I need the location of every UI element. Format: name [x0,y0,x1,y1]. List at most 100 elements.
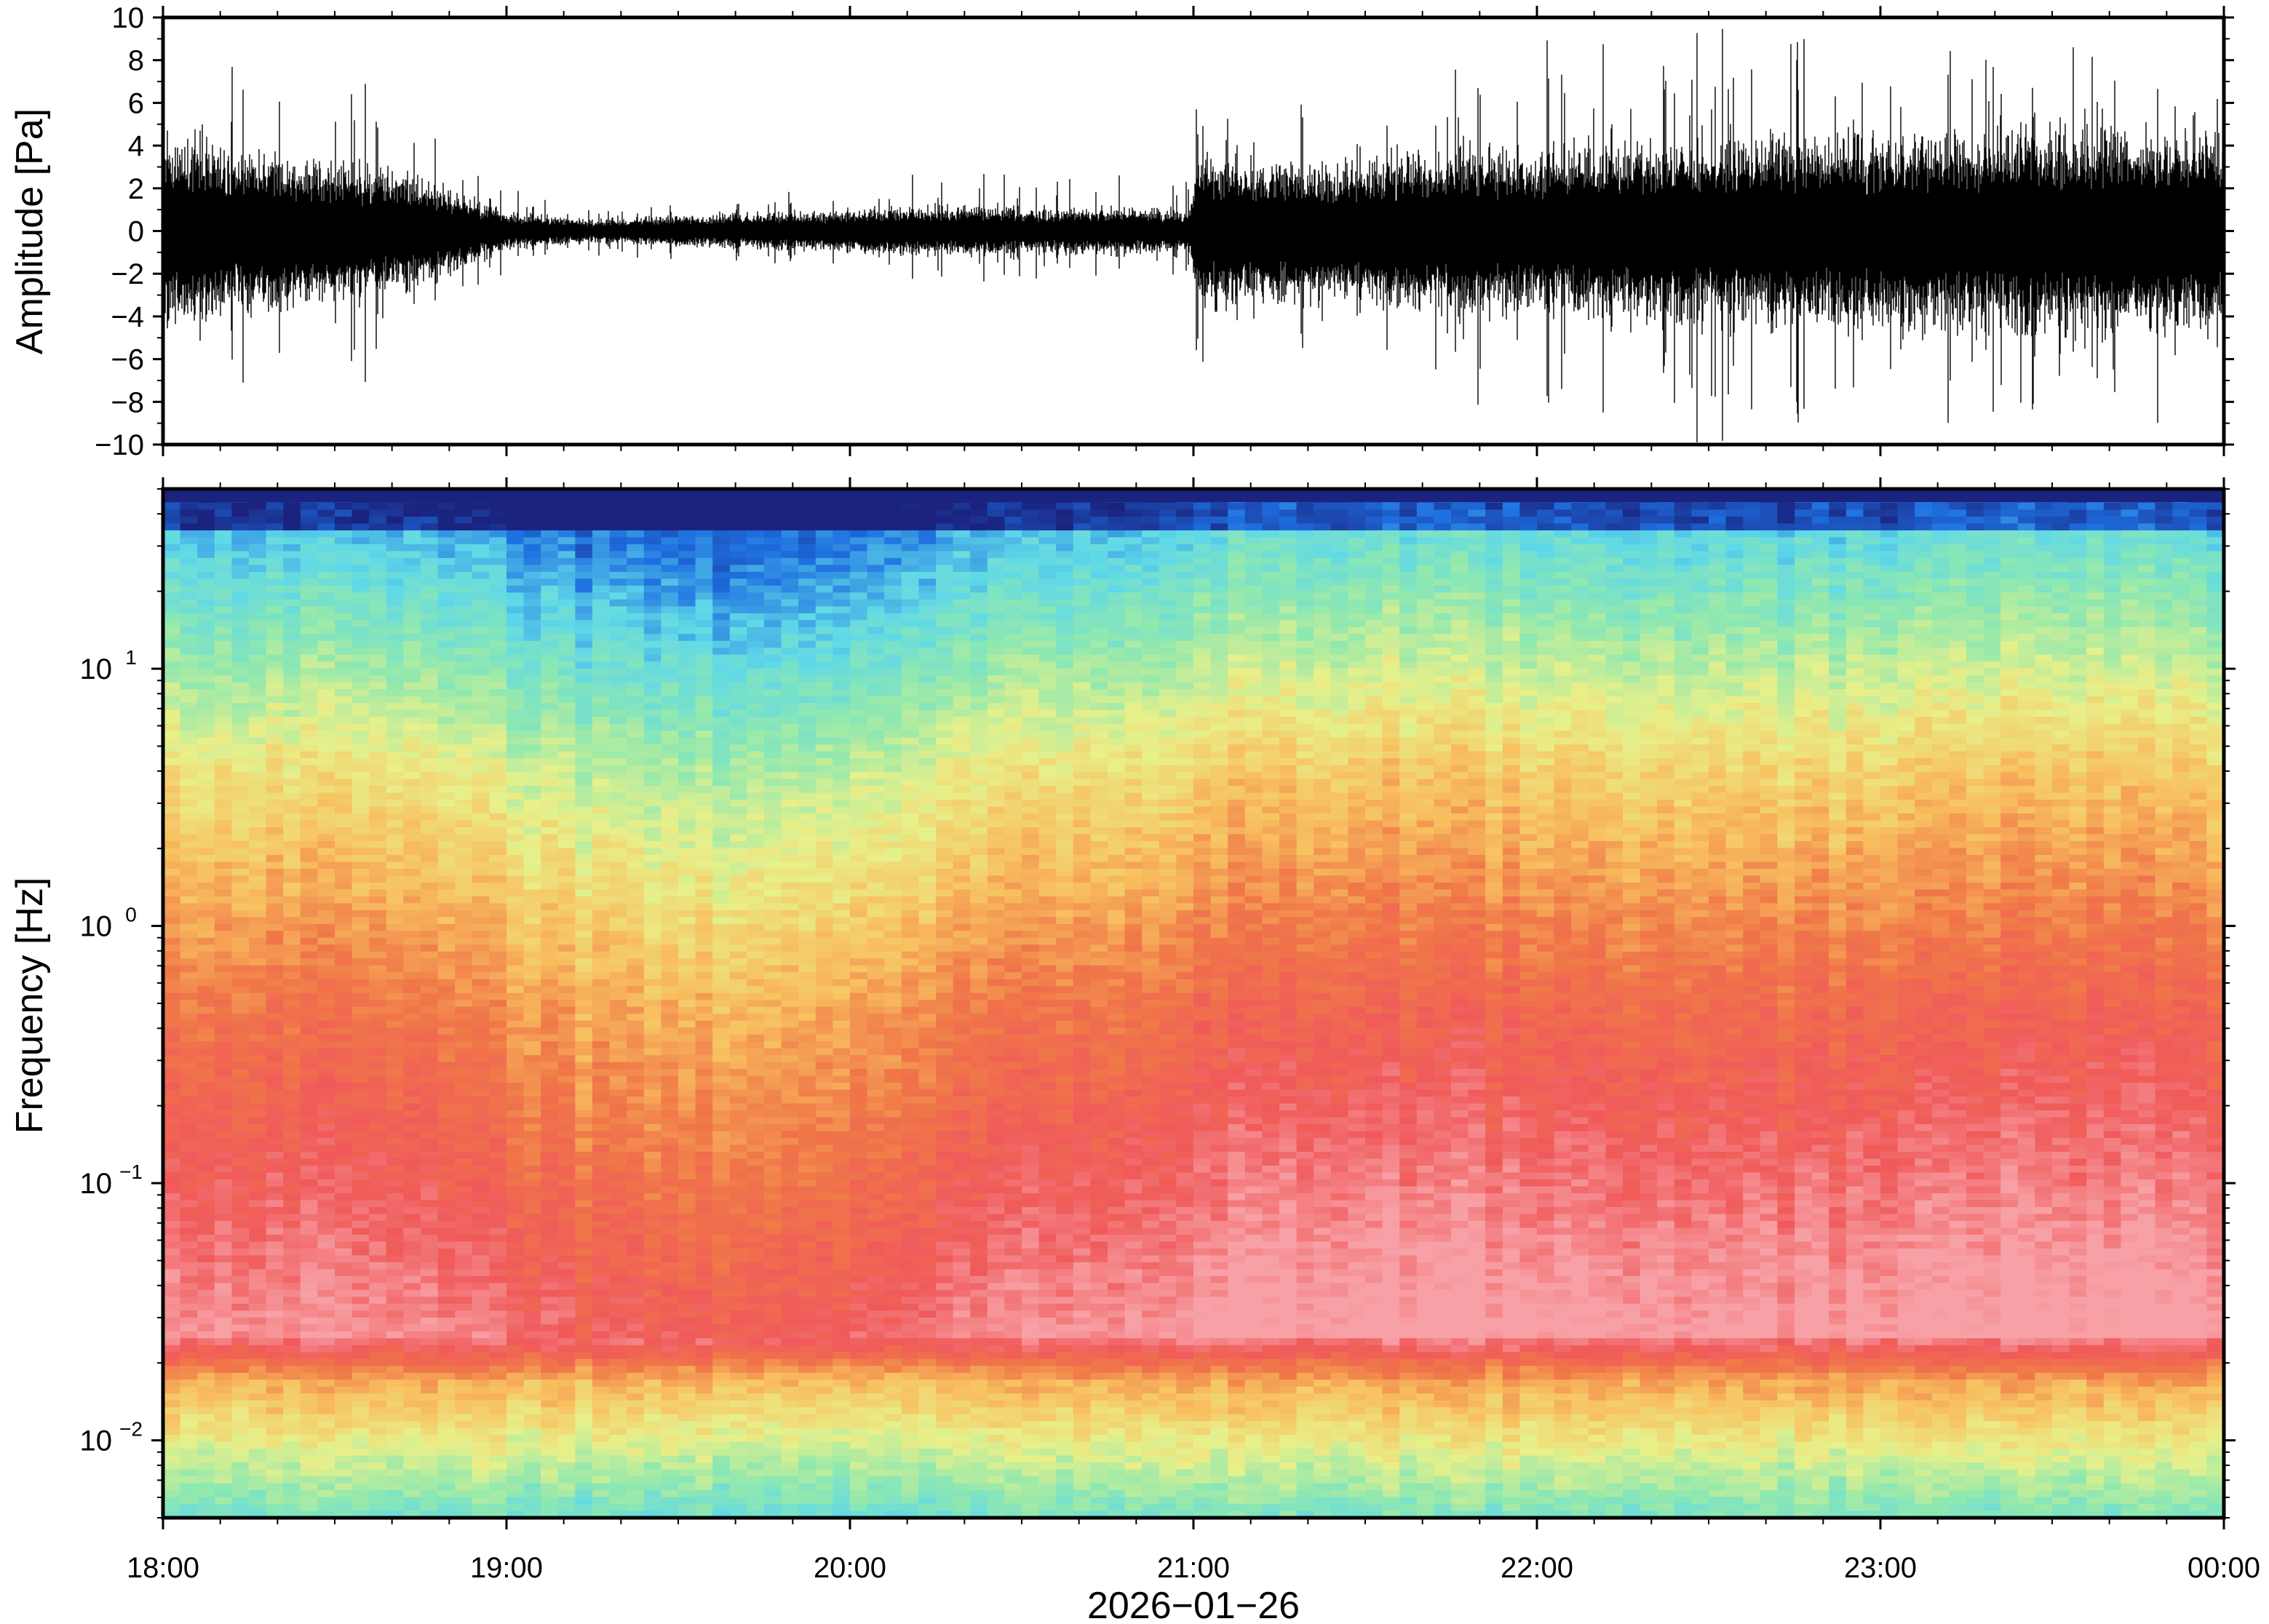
spectrogram-cell [643,668,661,676]
spectrogram-cell [300,1303,318,1311]
spectrogram-cell [661,917,679,925]
spectrogram-cell [592,565,611,573]
spectrogram-cell [557,537,576,545]
spectrogram-cell [335,979,353,987]
spectrogram-cell [506,937,525,945]
spectrogram-cell [163,765,181,773]
spectrogram-cell [437,502,456,511]
spectrogram-cell [472,772,490,780]
spectrogram-cell [163,578,181,586]
spectrogram-cell [335,1103,353,1111]
spectrogram-cell [541,565,559,573]
spectrogram-cell [627,1138,645,1146]
spectrogram-cell [575,800,593,808]
spectrogram-cell [283,820,301,828]
spectrogram-cell [643,1380,661,1388]
spectrogram-cell [283,1455,301,1463]
spectrogram-cell [249,1096,267,1104]
spectrogram-cell [163,772,181,780]
spectrogram-cell [403,1048,421,1056]
spectrogram-cell [541,868,559,877]
spectrogram-cell [317,565,335,573]
spectrogram-cell [678,1014,696,1022]
spectrogram-cell [283,544,301,552]
spectrogram-cell [575,827,593,835]
spectrogram-cell [455,1055,473,1063]
spectrogram-cell [609,1200,627,1208]
spectrogram-cell [523,696,541,704]
spectrogram-cell [609,1172,627,1180]
spectrogram-cell [335,848,353,856]
spectrogram-cell [351,1504,370,1512]
spectrogram-cell [351,903,370,911]
spectrogram-cell [661,1027,679,1035]
spectrogram-cell [627,1000,645,1008]
spectrogram-cell [180,1083,198,1091]
spectrogram-cell [300,1186,318,1194]
spectrogram-cell [163,516,181,525]
spectrogram-cell [489,634,507,642]
spectrogram-cell [472,1324,490,1332]
spectrogram-cell [437,992,456,1000]
spectrogram-cell [678,1145,696,1153]
spectrogram-cell [506,1234,525,1242]
spectrogram-cell [643,689,661,697]
spectrogram-cell [592,979,611,987]
spectrogram-cell [643,1069,661,1077]
spectrogram-cell [351,1166,370,1174]
spectrogram-cell [661,1214,679,1222]
spectrogram-cell [403,1345,421,1353]
spectrogram-cell [214,571,232,579]
spectrogram-cell [557,516,576,525]
spectrogram-cell [231,1006,250,1014]
spectrogram-cell [506,530,525,538]
spectrogram-cell [163,1117,181,1125]
spectrogram-cell [231,1103,250,1111]
spectrogram-cell [249,1510,267,1518]
spectrogram-cell [661,682,679,690]
spectrogram-cell [557,1428,576,1436]
spectrogram-cell [575,1386,593,1394]
spectrogram-cell [523,1034,541,1042]
spectrogram-cell [712,827,731,835]
spectrogram-cell [180,854,198,863]
spectrogram-cell [249,1455,267,1463]
spectrogram-cell [197,551,215,559]
spectrogram-cell [163,1275,181,1283]
spectrogram-cell [421,1034,439,1042]
spectrogram-cell [557,1083,576,1091]
spectrogram-cell [351,1158,370,1166]
spectrogram-cell [386,565,404,573]
spectrogram-cell [643,1041,661,1049]
spectrogram-cell [695,800,713,808]
spectrogram-cell [197,896,215,904]
spectrogram-cell [609,509,627,517]
spectrogram-cell [421,1172,439,1180]
spectrogram-cell [266,827,284,835]
spectrogram-cell [163,709,181,717]
spectrogram-cell [163,1497,181,1505]
spectrogram-cell [678,1490,696,1498]
spectrogram-cell [506,1193,525,1201]
spectrogram-cell [351,1352,370,1360]
spectrogram-cell [231,813,250,821]
spectrogram-cell [317,1303,335,1311]
spectrogram-cell [661,502,679,511]
spectrogram-cell [489,1400,507,1408]
spectrogram-cell [643,551,661,559]
spectrogram-cell [180,779,198,787]
spectrogram-cell [197,744,215,752]
spectrogram-cell [541,661,559,669]
spectrogram-cell [523,1255,541,1263]
spectrogram-cell [283,502,301,511]
spectrogram-cell [575,1255,593,1263]
spectrogram-cell [557,944,576,952]
spectrogram-cell [369,682,387,690]
spectrogram-cell [403,1186,421,1194]
spectrogram-cell [455,1083,473,1091]
spectrogram-cell [214,965,232,973]
spectrogram-cell [523,744,541,752]
spectrogram-cell [643,896,661,904]
spectrogram-cell [575,599,593,607]
spectrogram-cell [557,820,576,828]
